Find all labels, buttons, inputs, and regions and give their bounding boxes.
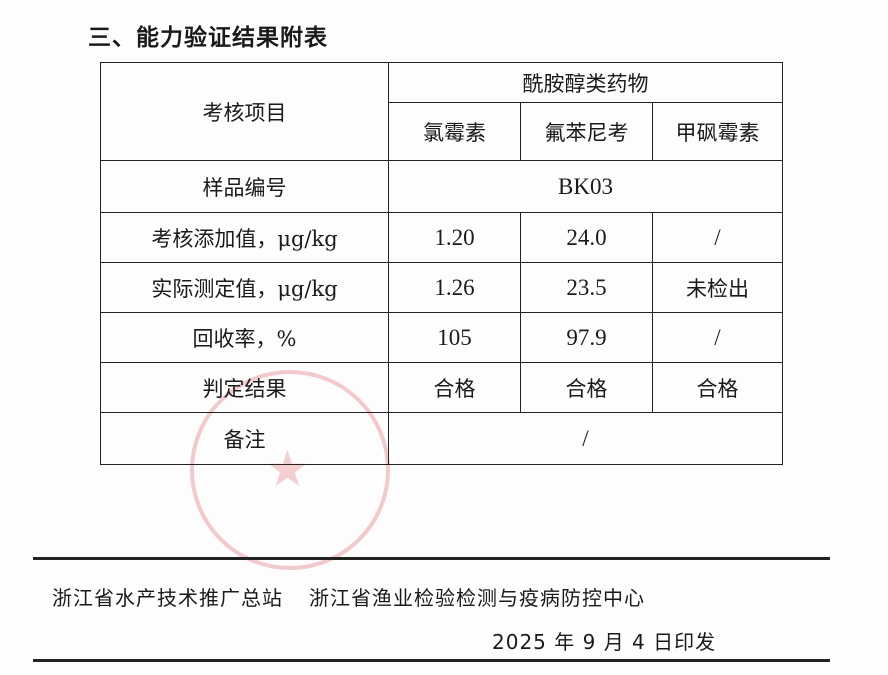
row-label: 判定结果 [100,362,389,413]
cell: 24.0 [520,212,653,263]
table-row: 实际测定值，μg/kg 1.26 23.5 未检出 [100,262,783,313]
cell: 23.5 [520,262,653,313]
org-name: 浙江省渔业检验检测与疫病防控中心 [309,586,645,610]
item-header: 考核项目 [100,62,389,161]
sample-label: 样品编号 [100,160,389,213]
row-label: 考核添加值，μg/kg [100,212,389,263]
cell: 合格 [388,362,521,413]
footer-bottom-rule [33,659,830,662]
results-table: 考核项目 酰胺醇类药物 氯霉素 氟苯尼考 甲砜霉素 样品编号 BK03 考核添加… [100,62,783,465]
drug-header: 氯霉素 [388,102,521,161]
cell: / [652,312,783,363]
drug-header: 甲砜霉素 [652,102,783,161]
table-row: 回收率，% 105 97.9 / [100,312,783,363]
cell: 合格 [520,362,653,413]
remark-value: / [388,412,783,465]
table-row: 判定结果 合格 合格 合格 [100,362,783,413]
cell: 105 [388,312,521,363]
drug-header: 氟苯尼考 [520,102,653,161]
row-label: 实际测定值，μg/kg [100,262,389,313]
table-row: 考核添加值，μg/kg 1.20 24.0 / [100,212,783,263]
cell: 1.26 [388,262,521,313]
cell: 合格 [652,362,783,413]
footer-top-rule [33,557,830,560]
sample-id: BK03 [388,160,783,213]
cell: 1.20 [388,212,521,263]
row-label: 回收率，% [100,312,389,363]
section-heading: 三、能力验证结果附表 [88,25,328,51]
issuing-organizations: 浙江省水产技术推广总站 浙江省渔业检验检测与疫病防控中心 [52,582,645,611]
remark-label: 备注 [100,412,389,465]
issue-date: 2025 年 9 月 4 日印发 [492,630,717,654]
cell: / [652,212,783,263]
cell: 97.9 [520,312,653,363]
org-name: 浙江省水产技术推广总站 [52,586,283,610]
cell: 未检出 [652,262,783,313]
group-header: 酰胺醇类药物 [388,62,783,103]
